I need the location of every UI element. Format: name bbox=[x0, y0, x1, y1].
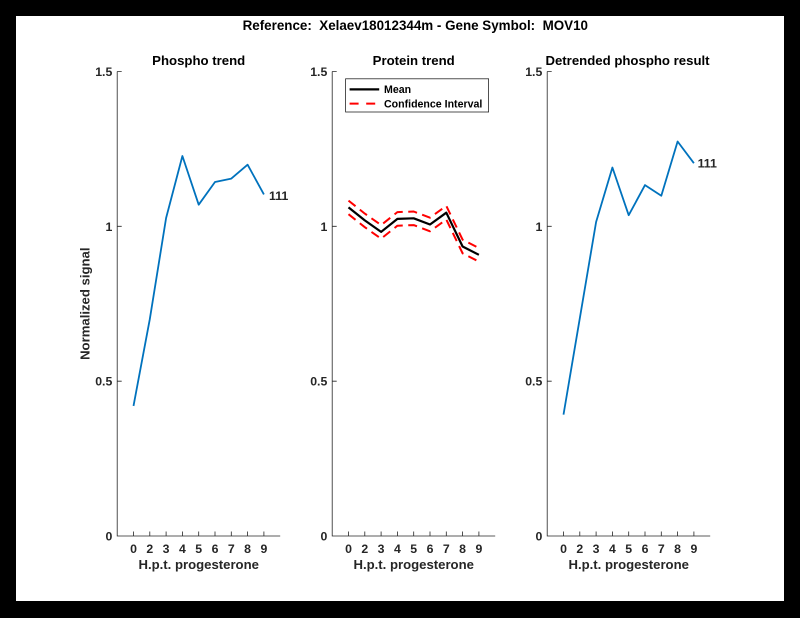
svg-text:1.5: 1.5 bbox=[310, 65, 327, 79]
svg-text:1: 1 bbox=[535, 220, 542, 234]
svg-text:Mean: Mean bbox=[384, 84, 411, 96]
svg-text:Phospho trend: Phospho trend bbox=[152, 53, 245, 68]
svg-text:8: 8 bbox=[459, 542, 466, 556]
svg-text:0: 0 bbox=[105, 530, 112, 544]
svg-text:3: 3 bbox=[163, 542, 170, 556]
svg-text:8: 8 bbox=[244, 542, 251, 556]
svg-text:Protein trend: Protein trend bbox=[373, 53, 455, 68]
svg-text:Normalized signal: Normalized signal bbox=[78, 247, 93, 359]
svg-text:0: 0 bbox=[320, 530, 327, 544]
svg-text:6: 6 bbox=[427, 542, 434, 556]
svg-text:7: 7 bbox=[443, 542, 450, 556]
svg-text:5: 5 bbox=[195, 542, 202, 556]
svg-text:2: 2 bbox=[361, 542, 368, 556]
svg-text:3: 3 bbox=[593, 542, 600, 556]
svg-text:7: 7 bbox=[228, 542, 235, 556]
svg-text:0.5: 0.5 bbox=[95, 375, 112, 389]
svg-text:4: 4 bbox=[394, 542, 401, 556]
svg-text:5: 5 bbox=[625, 542, 632, 556]
svg-text:3: 3 bbox=[378, 542, 385, 556]
svg-text:2: 2 bbox=[576, 542, 583, 556]
svg-text:H.p.t. progesterone: H.p.t. progesterone bbox=[138, 557, 258, 572]
svg-text:Reference: Xelaev18012344m -: Reference: Xelaev18012344m - Gene Symbol… bbox=[243, 18, 588, 33]
svg-text:5: 5 bbox=[410, 542, 417, 556]
svg-text:111: 111 bbox=[698, 156, 717, 170]
svg-text:1.5: 1.5 bbox=[525, 65, 542, 79]
svg-text:1.5: 1.5 bbox=[95, 65, 112, 79]
svg-text:9: 9 bbox=[260, 542, 267, 556]
svg-text:H.p.t. progesterone: H.p.t. progesterone bbox=[568, 557, 688, 572]
svg-text:Confidence Interval: Confidence Interval bbox=[384, 98, 482, 110]
svg-text:1: 1 bbox=[320, 220, 327, 234]
svg-text:0.5: 0.5 bbox=[525, 375, 542, 389]
svg-text:2: 2 bbox=[146, 542, 153, 556]
svg-text:6: 6 bbox=[642, 542, 649, 556]
svg-text:4: 4 bbox=[179, 542, 186, 556]
svg-text:0: 0 bbox=[130, 542, 137, 556]
svg-text:7: 7 bbox=[658, 542, 665, 556]
svg-text:H.p.t. progesterone: H.p.t. progesterone bbox=[353, 557, 473, 572]
svg-text:6: 6 bbox=[212, 542, 219, 556]
svg-text:9: 9 bbox=[475, 542, 482, 556]
svg-text:0: 0 bbox=[560, 542, 567, 556]
svg-text:0.5: 0.5 bbox=[310, 375, 327, 389]
svg-text:Detrended phospho result: Detrended phospho result bbox=[545, 53, 710, 68]
svg-text:1: 1 bbox=[105, 220, 112, 234]
svg-text:111: 111 bbox=[269, 189, 288, 203]
svg-text:9: 9 bbox=[690, 542, 697, 556]
svg-text:0: 0 bbox=[345, 542, 352, 556]
svg-text:8: 8 bbox=[674, 542, 681, 556]
svg-text:0: 0 bbox=[535, 530, 542, 544]
svg-text:4: 4 bbox=[609, 542, 616, 556]
